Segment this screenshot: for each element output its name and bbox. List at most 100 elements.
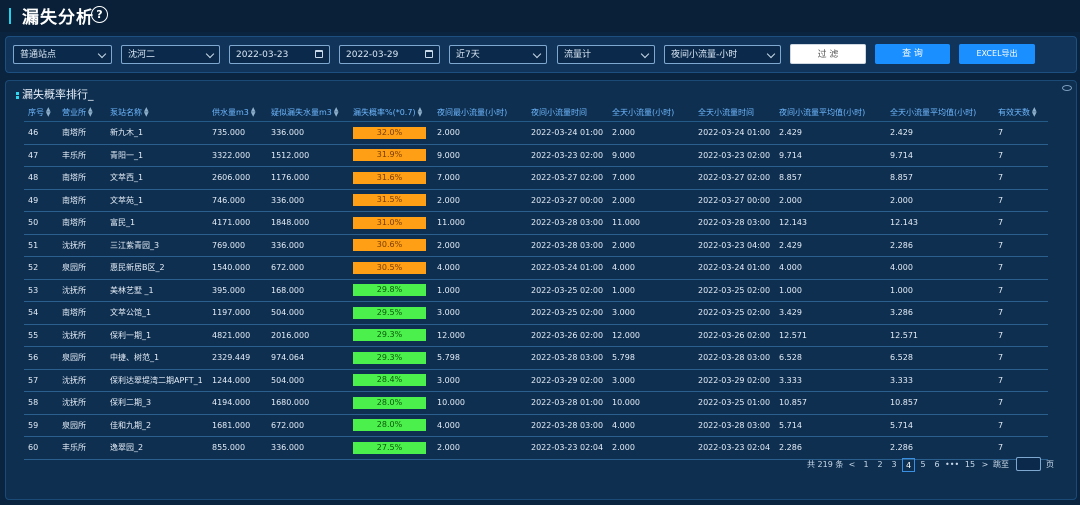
meter-select[interactable]: 流量计 (557, 45, 655, 64)
cell-leak: 1680.000 (267, 391, 349, 415)
next-page-button[interactable]: > (981, 460, 989, 469)
col-header-night-avg[interactable]: 夜间小流量平均值(小时) (775, 103, 886, 122)
goto-label: 跳至 (993, 460, 1009, 469)
page-button[interactable]: 6 (934, 460, 940, 469)
cell-prob: 29.3% (349, 346, 433, 370)
start-date-picker[interactable]: 2022-03-23 (229, 45, 330, 64)
prev-page-button[interactable]: < (848, 460, 856, 469)
table-row[interactable]: 47 丰乐所 青阳一_1 3322.000 1512.000 31.9% 9.000 2022… (24, 144, 1048, 167)
end-date-value: 2022-03-29 (346, 50, 399, 60)
cell-day-min: 12.000 (608, 324, 694, 347)
col-header-night-min[interactable]: 夜间最小流量(小时) (433, 103, 527, 122)
col-header-id[interactable]: 序号 ▲ ▼ (24, 103, 58, 122)
eye-icon[interactable] (1062, 85, 1072, 91)
col-header-day-min[interactable]: 全天小流量(小时) (608, 103, 694, 122)
cell-day-avg: 2.286 (886, 234, 994, 257)
page-button[interactable]: 2 (877, 460, 883, 469)
cell-night-time: 2022-03-27 00:00 (527, 189, 608, 212)
cell-leak: 336.000 (267, 189, 349, 212)
more-pages-icon[interactable]: ••• (945, 460, 960, 469)
goto-page-input[interactable] (1016, 457, 1041, 471)
table-row[interactable]: 54 南塔所 文萃公馆_1 1197.000 504.000 29.5% 3.000 2022… (24, 301, 1048, 325)
page-button[interactable]: 1 (863, 460, 869, 469)
cell-day-min: 2.000 (608, 189, 694, 212)
end-date-picker[interactable]: 2022-03-29 (339, 45, 440, 64)
cell-id: 48 (24, 166, 58, 190)
title-accent-bar (9, 8, 11, 24)
cell-prob: 31.5% (349, 189, 433, 212)
cell-id: 51 (24, 234, 58, 257)
cell-day-time: 2022-03-27 02:00 (694, 166, 775, 190)
table-row[interactable]: 53 沈抚所 美林艺墅 _1 395.000 168.000 29.8% 1.000 2022… (24, 279, 1048, 302)
cell-id: 55 (24, 324, 58, 347)
leak-table: 序号 ▲ ▼ 营业所 ▲ ▼ 泵站名称 ▲ ▼ 供水量m3 ▲ ▼ 疑似漏失水量m3 ▲ ▼ 漏失概… (24, 103, 1048, 460)
leak-probability-bar: 29.8% (353, 284, 426, 297)
cell-office: 南塔所 (58, 121, 106, 145)
col-header-station[interactable]: 泵站名称 ▲ ▼ (106, 103, 208, 122)
cell-days: 7 (994, 189, 1048, 212)
table-row[interactable]: 46 南塔所 新九木_1 735.000 336.000 32.0% 2.000 2022-0… (24, 121, 1048, 145)
table-row[interactable]: 52 泉园所 惠民新居B区_2 1540.000 672.000 30.5% 4.000 20… (24, 256, 1048, 280)
table-row[interactable]: 60 丰乐所 逸翠园_2 855.000 336.000 27.5% 2.000 2022-0… (24, 436, 1048, 460)
table-row[interactable]: 56 泉园所 中捷、树范_1 2329.449 974.064 29.3% 5.798 202… (24, 346, 1048, 370)
col-header-night-time[interactable]: 夜间小流量时间 (527, 103, 608, 122)
cell-id: 46 (24, 121, 58, 145)
metric-select[interactable]: 夜间小流量-小时 (664, 45, 781, 64)
chevron-down-icon (532, 49, 542, 59)
excel-export-button[interactable]: EXCEL导出 (959, 44, 1035, 64)
station-type-select[interactable]: 普通站点 (13, 45, 112, 64)
title-bar: 漏失分析 ? (0, 0, 1080, 32)
cell-day-min: 10.000 (608, 391, 694, 415)
cell-days: 7 (994, 414, 1048, 437)
cell-station: 青阳一_1 (106, 144, 208, 167)
table-row[interactable]: 51 沈抚所 三江紫青园_3 769.000 336.000 30.6% 2.000 2022… (24, 234, 1048, 257)
table-row[interactable]: 55 沈抚所 保利一期_1 4821.000 2016.000 29.3% 12.000 20… (24, 324, 1048, 347)
filter-button[interactable]: 过 滤 (790, 44, 866, 64)
cell-id: 58 (24, 391, 58, 415)
sort-icon: ▲ ▼ (333, 106, 339, 118)
cell-days: 7 (994, 166, 1048, 190)
table-row[interactable]: 49 南塔所 文萃苑_1 746.000 336.000 31.5% 2.000 2022-0… (24, 189, 1048, 212)
cell-day-time: 2022-03-25 01:00 (694, 391, 775, 415)
table-row[interactable]: 57 沈抚所 保利达翠堤湾二期APFT_1 1244.000 504.000 28.4% 3… (24, 369, 1048, 392)
leak-probability-bar: 31.0% (353, 216, 426, 229)
cell-office: 沈抚所 (58, 279, 106, 302)
chevron-down-icon (640, 49, 650, 59)
page-button[interactable]: 3 (891, 460, 897, 469)
calendar-icon (315, 50, 323, 58)
col-header-day-avg[interactable]: 全天小流量平均值(小时) (886, 103, 994, 122)
cell-day-avg: 1.000 (886, 279, 994, 302)
cell-days: 7 (994, 324, 1048, 347)
page-button[interactable]: 5 (920, 460, 926, 469)
help-icon[interactable]: ? (91, 6, 108, 23)
cell-prob: 27.5% (349, 436, 433, 460)
col-header-prob[interactable]: 漏失概率%(*0.7) ▲ ▼ (349, 103, 433, 122)
table-row[interactable]: 50 南塔所 富民_1 4171.000 1848.000 31.0% 11.000 2022… (24, 211, 1048, 235)
col-header-leak[interactable]: 疑似漏失水量m3 ▲ ▼ (267, 103, 349, 122)
cell-station: 中捷、树范_1 (106, 346, 208, 370)
page-button[interactable]: 15 (964, 460, 976, 469)
table-row[interactable]: 59 泉园所 佳和九期_2 1681.000 672.000 28.0% 4.000 2022… (24, 414, 1048, 437)
cell-supply: 2606.000 (208, 166, 267, 190)
sort-icon: ▲ ▼ (144, 106, 149, 118)
table-body: 46 南塔所 新九木_1 735.000 336.000 32.0% 2.000 2022-0… (24, 121, 1048, 460)
cell-night-avg: 3.333 (775, 369, 886, 392)
area-select[interactable]: 沈河二 (121, 45, 220, 64)
leak-probability-bar: 31.6% (353, 171, 426, 184)
range-select[interactable]: 近7天 (449, 45, 547, 64)
table-row[interactable]: 48 南塔所 文萃西_1 2606.000 1176.000 31.6% 7.000 2022… (24, 166, 1048, 190)
cell-day-min: 2.000 (608, 121, 694, 145)
col-header-office[interactable]: 营业所 ▲ ▼ (58, 103, 106, 122)
query-button[interactable]: 查 询 (875, 44, 950, 64)
table-row[interactable]: 58 沈抚所 保利二期_3 4194.000 1680.000 28.0% 10.000 20… (24, 391, 1048, 415)
cell-station: 文萃苑_1 (106, 189, 208, 212)
cell-day-min: 3.000 (608, 301, 694, 325)
cell-days: 7 (994, 144, 1048, 167)
cell-day-min: 11.000 (608, 211, 694, 235)
cell-prob: 31.9% (349, 144, 433, 167)
cell-id: 57 (24, 369, 58, 392)
page-button-current[interactable]: 4 (902, 458, 915, 472)
col-header-supply[interactable]: 供水量m3 ▲ ▼ (208, 103, 267, 122)
col-header-day-time[interactable]: 全天小流量时间 (694, 103, 775, 122)
col-header-days[interactable]: 有效天数 ▲ ▼ (994, 103, 1048, 122)
